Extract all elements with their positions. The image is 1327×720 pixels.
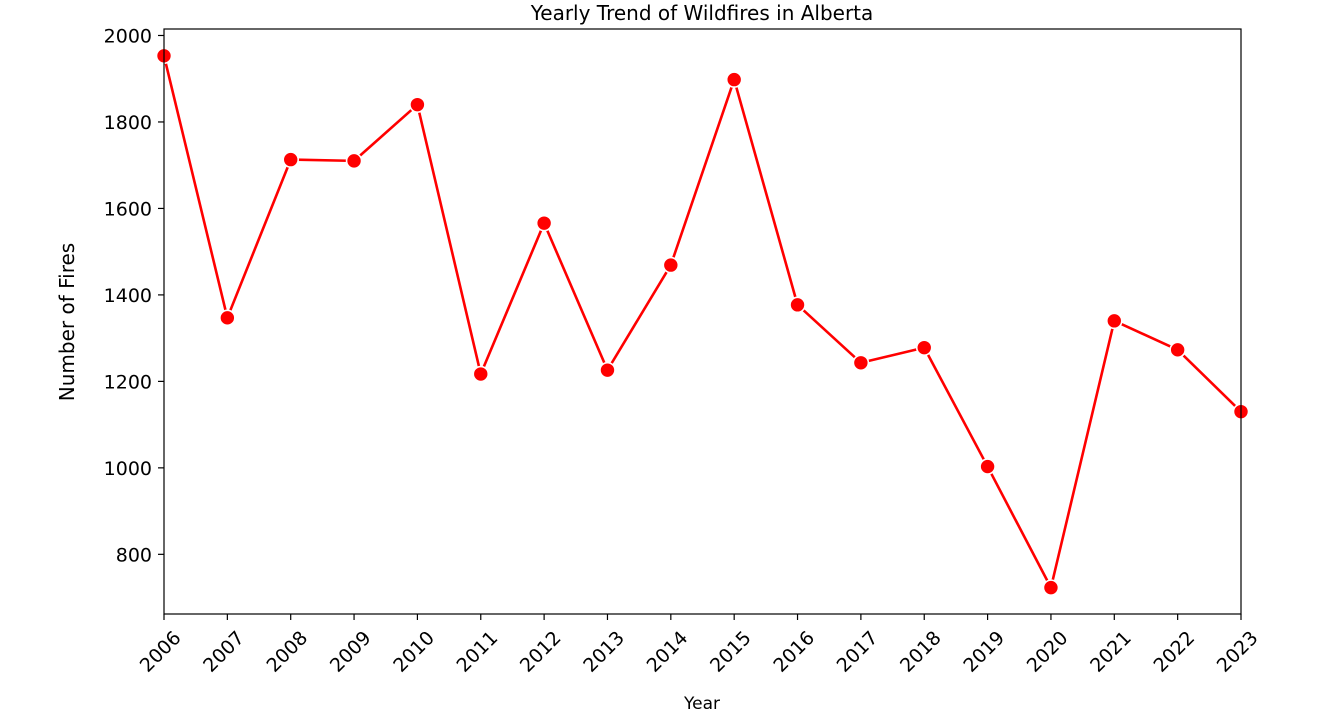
data-point — [725, 71, 743, 88]
data-point — [1105, 312, 1123, 330]
y-tick-label: 1800 — [104, 112, 152, 134]
x-tick-label: 2019 — [959, 627, 1009, 677]
data-point — [979, 458, 996, 475]
data-point — [472, 365, 490, 383]
x-tick-label: 2007 — [199, 627, 249, 677]
x-tick-label: 2011 — [453, 627, 503, 677]
x-tick-label: 2023 — [1213, 627, 1263, 677]
y-axis: 800 1000 1200 1400 1600 1800 2000 — [104, 25, 164, 566]
x-tick-label: 2010 — [389, 627, 439, 677]
y-axis-label: Number of Fires — [55, 243, 79, 401]
data-point — [852, 354, 870, 372]
x-tick-label: 2020 — [1023, 627, 1073, 677]
x-tick-label: 2008 — [262, 627, 312, 677]
x-axis: 2006 2007 2008 2009 2010 2011 2012 2013 2014 2015… — [136, 614, 1263, 677]
y-tick-label: 1400 — [104, 285, 152, 307]
plot-area — [155, 47, 1250, 596]
data-point — [535, 214, 553, 232]
x-tick-label: 2014 — [643, 627, 693, 677]
y-tick-label: 2000 — [104, 25, 152, 47]
data-point — [1042, 579, 1060, 596]
data-point — [915, 339, 933, 356]
series-line — [162, 55, 1242, 589]
data-point — [1169, 341, 1186, 359]
x-tick-label: 2012 — [516, 627, 566, 677]
data-point — [282, 151, 300, 168]
data-point — [219, 309, 236, 327]
x-tick-label: 2018 — [896, 627, 946, 677]
data-point — [662, 256, 680, 274]
data-point — [599, 361, 616, 379]
x-tick-label: 2021 — [1086, 627, 1136, 677]
x-tick-label: 2017 — [833, 627, 883, 677]
data-point — [409, 96, 426, 113]
x-tick-label: 2015 — [706, 627, 756, 677]
y-tick-label: 1600 — [104, 198, 152, 220]
chart-title: Yearly Trend of Wildfires in Alberta — [530, 1, 874, 25]
y-tick-label: 1000 — [104, 458, 152, 480]
y-tick-label: 800 — [116, 544, 152, 566]
x-tick-label: 2013 — [579, 627, 629, 677]
x-tick-label: 2006 — [136, 627, 186, 677]
x-tick-label: 2009 — [326, 627, 376, 677]
y-tick-label: 1200 — [104, 371, 152, 393]
data-point — [345, 152, 363, 170]
x-tick-label: 2016 — [769, 627, 819, 677]
plot-frame — [163, 28, 1242, 615]
x-axis-label: Year — [683, 694, 720, 714]
x-tick-label: 2022 — [1149, 627, 1199, 677]
data-point — [789, 296, 806, 314]
